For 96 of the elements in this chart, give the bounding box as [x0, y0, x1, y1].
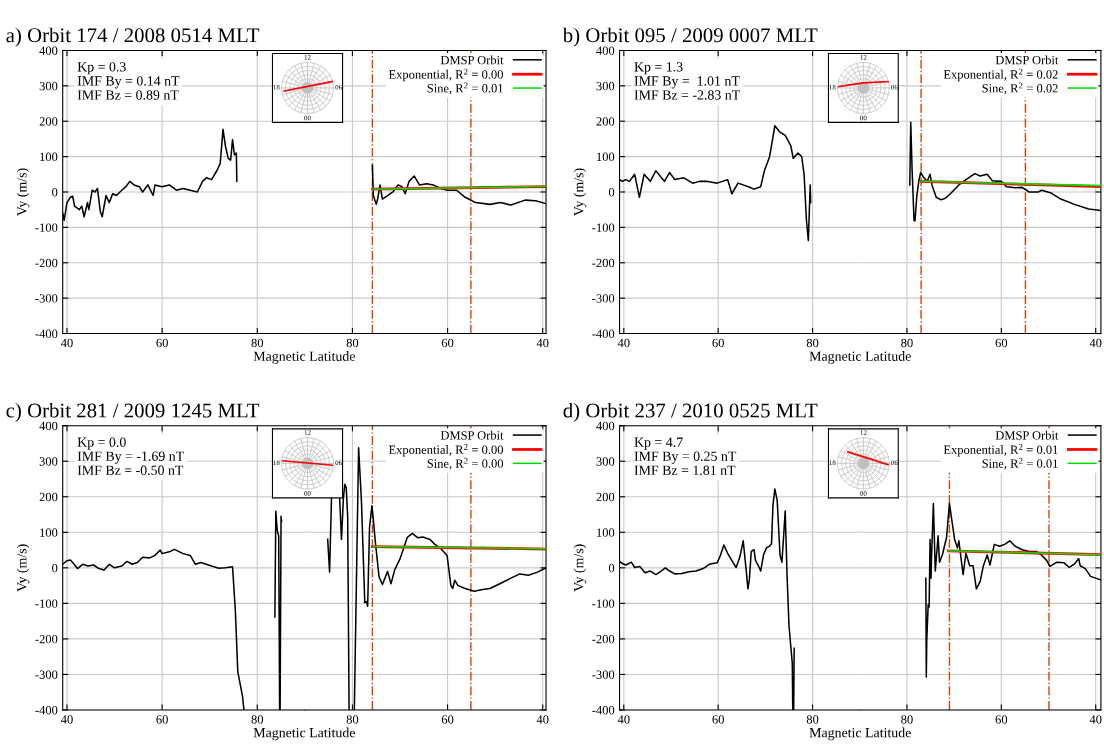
- y-axis-title: Vy (m/s): [16, 544, 30, 592]
- legend-label: Exponential, R$^{2}$ = 0.02: [943, 68, 1058, 82]
- y-axis-title: Vy (m/s): [573, 544, 587, 592]
- y-tick-label: 0: [608, 188, 615, 197]
- x-tick-label: 80: [806, 715, 819, 724]
- x-tick-label: 40: [60, 338, 73, 348]
- x-tick-label: 80: [346, 715, 359, 724]
- y-tick-label: 100: [597, 528, 615, 537]
- y-tick-label: -400: [592, 329, 615, 338]
- legend-label: Sine, R$^{2}$ = 0.02: [982, 82, 1058, 95]
- x-tick-label: 80: [901, 338, 913, 348]
- x-tick-label: 80: [346, 338, 359, 348]
- y-axis-title: Vy (m/s): [573, 168, 587, 216]
- legend-label: Sine, R$^{2}$ = 0.00: [427, 457, 504, 470]
- x-tick-label: 60: [712, 715, 724, 724]
- annotation: IMF Bz = 1.81 nT: [634, 465, 736, 476]
- x-tick-label: 80: [901, 715, 913, 724]
- y-tick-label: -100: [35, 599, 58, 608]
- legend-label: DMSP Orbit: [995, 430, 1059, 440]
- legend-label: Exponential, R$^{2}$ = 0.00: [388, 68, 503, 82]
- y-tick-label: 0: [52, 188, 58, 197]
- annotation: IMF By = 0.14 nT: [77, 76, 180, 89]
- x-tick-label: 60: [995, 338, 1008, 348]
- y-tick-label: 200: [39, 492, 58, 502]
- y-tick-label: 100: [40, 528, 58, 537]
- chart-title: c) Orbit 281 / 2009 1245 MLT: [6, 402, 260, 422]
- y-tick-label: -300: [592, 294, 615, 303]
- annotation: IMF Bz = -2.83 nT: [634, 90, 740, 100]
- legend-label: Sine, R$^{2}$ = 0.01: [982, 457, 1058, 470]
- y-tick-label: 200: [596, 117, 615, 126]
- legend-label: DMSP Orbit: [995, 55, 1059, 65]
- y-tick-label: -300: [35, 670, 58, 679]
- y-axis-title: Vy (m/s): [16, 168, 30, 216]
- x-tick-label: 40: [617, 715, 630, 724]
- y-tick-label: 0: [608, 563, 615, 573]
- legend-label: Sine, R$^{2}$ = 0.01: [427, 82, 503, 95]
- legend-label: Exponential, R$^{2}$ = 0.01: [943, 443, 1058, 457]
- chart-title: b) Orbit 095 / 2009 0007 MLT: [562, 27, 818, 47]
- y-tick-label: -100: [35, 223, 58, 232]
- annotation: IMF By = 1.01 nT: [634, 76, 740, 89]
- legend-label: DMSP Orbit: [440, 430, 504, 440]
- x-axis-title: Magnetic Latitude: [809, 727, 911, 741]
- y-tick-label: -100: [592, 599, 615, 608]
- x-tick-label: 60: [712, 338, 724, 348]
- y-tick-label: 0: [52, 563, 58, 573]
- annotation: Kp = 4.7: [634, 437, 683, 450]
- x-axis-title: Magnetic Latitude: [253, 351, 355, 364]
- y-tick-label: 300: [596, 81, 615, 91]
- legend-label: Exponential, R$^{2}$ = 0.00: [388, 443, 503, 457]
- x-axis-title: Magnetic Latitude: [253, 727, 355, 741]
- y-tick-label: -300: [592, 670, 615, 679]
- x-tick-label: 60: [441, 715, 454, 724]
- x-tick-label: 60: [156, 715, 168, 724]
- y-tick-label: -300: [35, 294, 58, 303]
- y-tick-label: 200: [39, 117, 58, 126]
- y-tick-label: 400: [39, 46, 58, 55]
- y-tick-label: -200: [35, 258, 58, 268]
- x-tick-label: 40: [536, 338, 549, 348]
- x-axis-title: Magnetic Latitude: [809, 351, 911, 364]
- x-tick-label: 40: [536, 715, 549, 724]
- y-tick-label: 200: [596, 492, 615, 502]
- chart-title: d) Orbit 237 / 2010 0525 MLT: [563, 402, 818, 422]
- x-tick-label: 40: [1089, 338, 1102, 348]
- y-tick-label: 300: [39, 457, 58, 466]
- y-tick-label: 300: [596, 457, 615, 466]
- y-tick-label: -200: [592, 634, 615, 644]
- y-tick-label: 400: [596, 421, 615, 431]
- y-tick-label: 100: [597, 152, 615, 162]
- x-tick-label: 80: [251, 715, 264, 724]
- y-tick-label: 100: [40, 152, 58, 162]
- annotation: Kp = 1.3: [634, 62, 683, 75]
- x-tick-label: 40: [60, 715, 73, 724]
- x-tick-label: 80: [251, 338, 264, 348]
- y-tick-label: -400: [35, 329, 58, 338]
- x-tick-label: 60: [441, 338, 454, 348]
- annotation: IMF Bz = 0.89 nT: [77, 90, 179, 100]
- y-tick-label: -100: [592, 223, 615, 232]
- y-tick-label: -400: [35, 706, 58, 715]
- x-tick-label: 60: [156, 338, 168, 348]
- annotation: IMF Bz = -0.50 nT: [77, 465, 184, 476]
- annotation: Kp = 0.3: [77, 62, 126, 75]
- x-tick-label: 60: [995, 715, 1008, 724]
- y-tick-label: 400: [596, 46, 615, 55]
- x-tick-label: 40: [1089, 715, 1102, 724]
- x-tick-label: 80: [806, 338, 819, 348]
- y-tick-label: -200: [35, 634, 58, 644]
- y-tick-label: 300: [39, 81, 58, 91]
- legend-label: DMSP Orbit: [440, 55, 504, 65]
- chart-title: a) Orbit 174 / 2008 0514 MLT: [6, 27, 260, 47]
- y-tick-label: -400: [592, 706, 615, 715]
- y-tick-label: -200: [592, 258, 615, 268]
- annotation: Kp = 0.0: [77, 437, 126, 450]
- annotation: IMF By = -1.69 nT: [77, 451, 184, 464]
- annotation: IMF By = 0.25 nT: [634, 451, 737, 464]
- x-tick-label: 40: [617, 338, 630, 348]
- y-tick-label: 400: [39, 421, 58, 431]
